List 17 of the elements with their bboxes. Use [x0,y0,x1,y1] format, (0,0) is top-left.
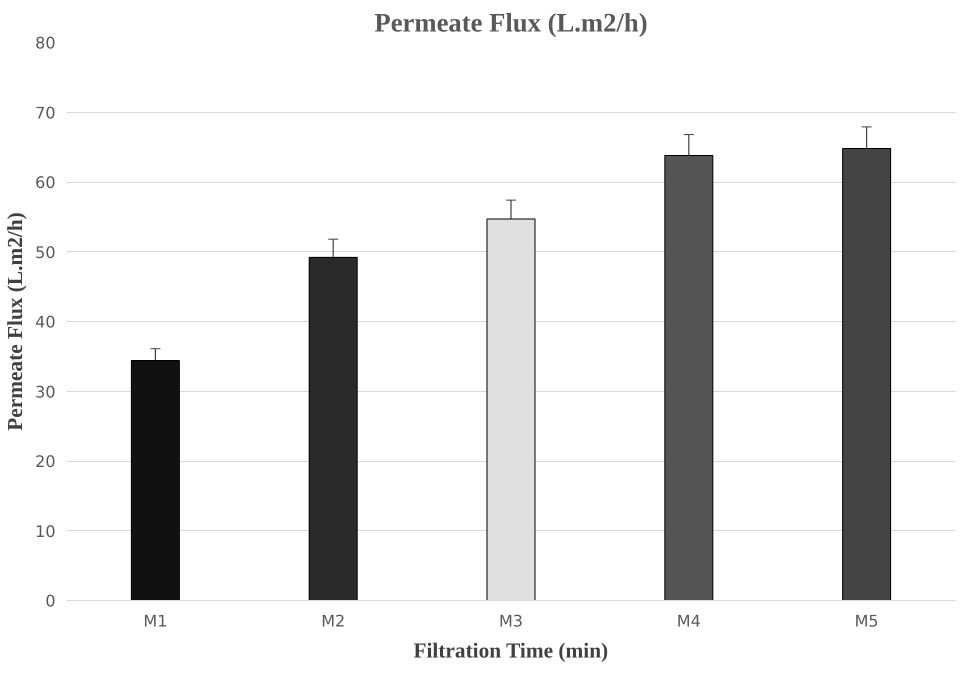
chart-title: Permeate Flux (L.m2/h) [374,8,648,38]
y-tick-label: 10 [35,522,56,541]
x-tick-label: M1 [143,612,168,630]
y-tick-label: 60 [35,173,56,192]
y-tick-label: 70 [35,103,56,122]
x-tick-label: M4 [676,612,701,630]
y-axis-title: Permeate Flux (L.m2/h) [3,212,28,431]
y-tick-label: 40 [35,312,56,332]
y-tick-label: 0 [45,592,56,610]
x-tick-label: M5 [854,612,879,630]
x-tick-label: M3 [499,612,523,630]
y-tick-label: 20 [35,452,56,471]
y-tick-label: 50 [35,242,56,262]
x-tick-label: M2 [321,612,346,630]
y-tick-label: 80 [35,34,56,52]
x-axis-title: Filtration Time (min) [413,638,608,662]
y-tick-label: 30 [35,382,56,402]
